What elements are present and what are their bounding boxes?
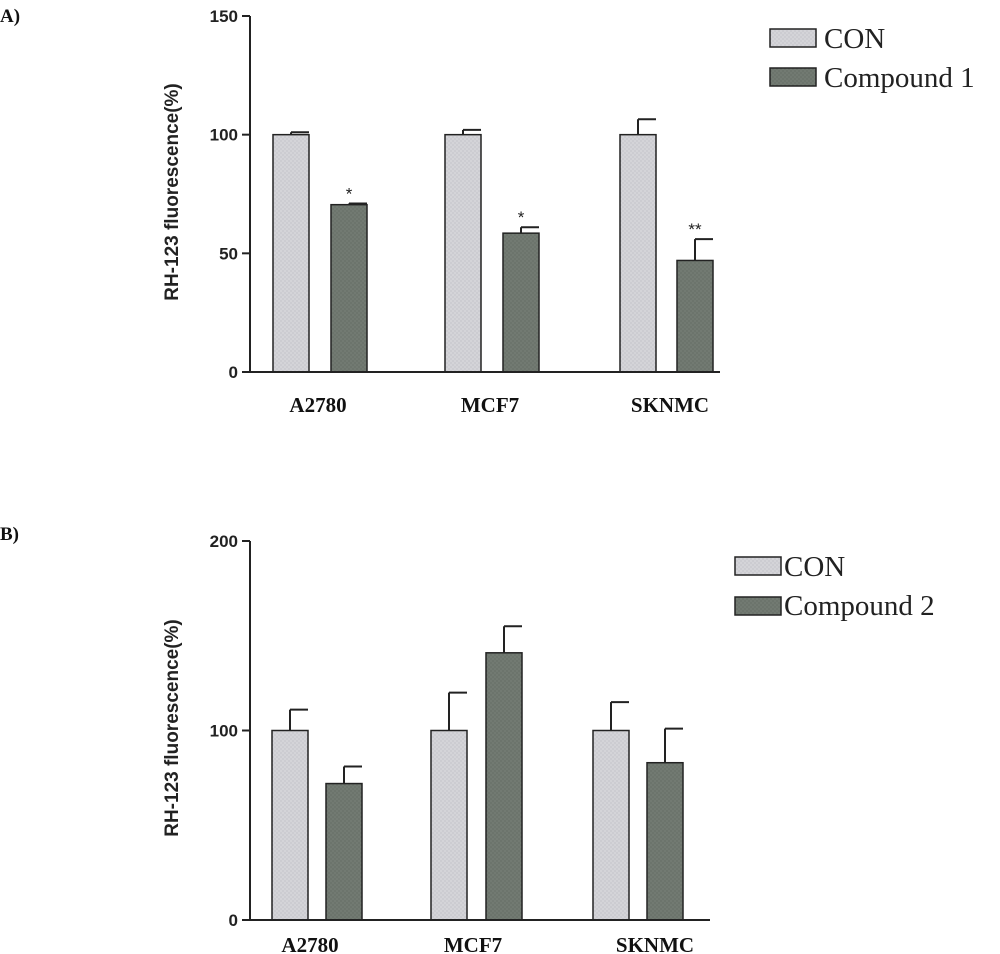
axes: [249, 541, 710, 921]
category-label: SKNMC: [616, 933, 694, 954]
category-label: MCF7: [461, 393, 519, 417]
bar: [272, 133, 310, 373]
panel-letter-b: B): [0, 524, 19, 545]
legend-swatch-con: [734, 556, 782, 576]
y-tick-label: 0: [229, 363, 238, 382]
bar: [430, 729, 468, 921]
bars: [272, 133, 714, 373]
bar: [330, 203, 368, 373]
legend-swatch-compound-1: [769, 67, 817, 87]
category-labels: A2780 MCF7 SKNMC: [289, 393, 709, 417]
error-bars: [289, 625, 683, 784]
bar: [485, 652, 523, 921]
legend-label-con: CON: [784, 551, 845, 583]
significance-mark: **: [688, 220, 702, 239]
axes: [249, 16, 720, 373]
category-label: A2780: [281, 933, 338, 954]
bar: [646, 761, 684, 921]
y-axis-ticks: 0 50 100 150: [210, 7, 250, 382]
bar: [502, 232, 540, 373]
bar: [271, 729, 309, 921]
legend-swatch-compound-2: [734, 596, 782, 616]
legend: CON Compound 1: [769, 23, 975, 94]
significance-mark: *: [518, 208, 525, 227]
bar: [592, 729, 630, 921]
bar: [444, 133, 482, 373]
bars: [271, 652, 684, 921]
y-tick-label: 200: [210, 532, 238, 551]
panel-b: B) RH-123 fluorescence(%) 0 100 200 A2780 M…: [0, 524, 935, 954]
y-tick-label: 50: [219, 244, 238, 263]
bar: [676, 259, 714, 373]
panel-letter-a: A): [0, 6, 20, 27]
legend: CON Compound 2: [734, 551, 935, 622]
y-tick-label: 0: [229, 911, 238, 930]
legend-label-compound-2: Compound 2: [784, 590, 935, 622]
bar: [325, 782, 363, 921]
legend-label-compound-1: Compound 1: [824, 62, 975, 94]
y-axis-label: RH-123 fluorescence(%): [162, 619, 183, 837]
category-label: MCF7: [444, 933, 502, 954]
category-label: A2780: [289, 393, 346, 417]
legend-label-con: CON: [824, 23, 885, 55]
y-tick-label: 150: [210, 7, 238, 26]
significance-marks: ****: [346, 184, 702, 239]
category-labels: A2780 MCF7 SKNMC: [281, 933, 694, 954]
y-tick-label: 100: [210, 722, 238, 741]
category-label: SKNMC: [631, 393, 709, 417]
bar: [619, 133, 657, 373]
error-bars: [290, 118, 713, 261]
significance-mark: *: [346, 184, 353, 203]
legend-swatch-con: [769, 28, 817, 48]
y-axis-ticks: 0 100 200: [210, 532, 250, 930]
y-axis-label: RH-123 fluorescence(%): [162, 83, 183, 301]
y-tick-label: 100: [210, 126, 238, 145]
